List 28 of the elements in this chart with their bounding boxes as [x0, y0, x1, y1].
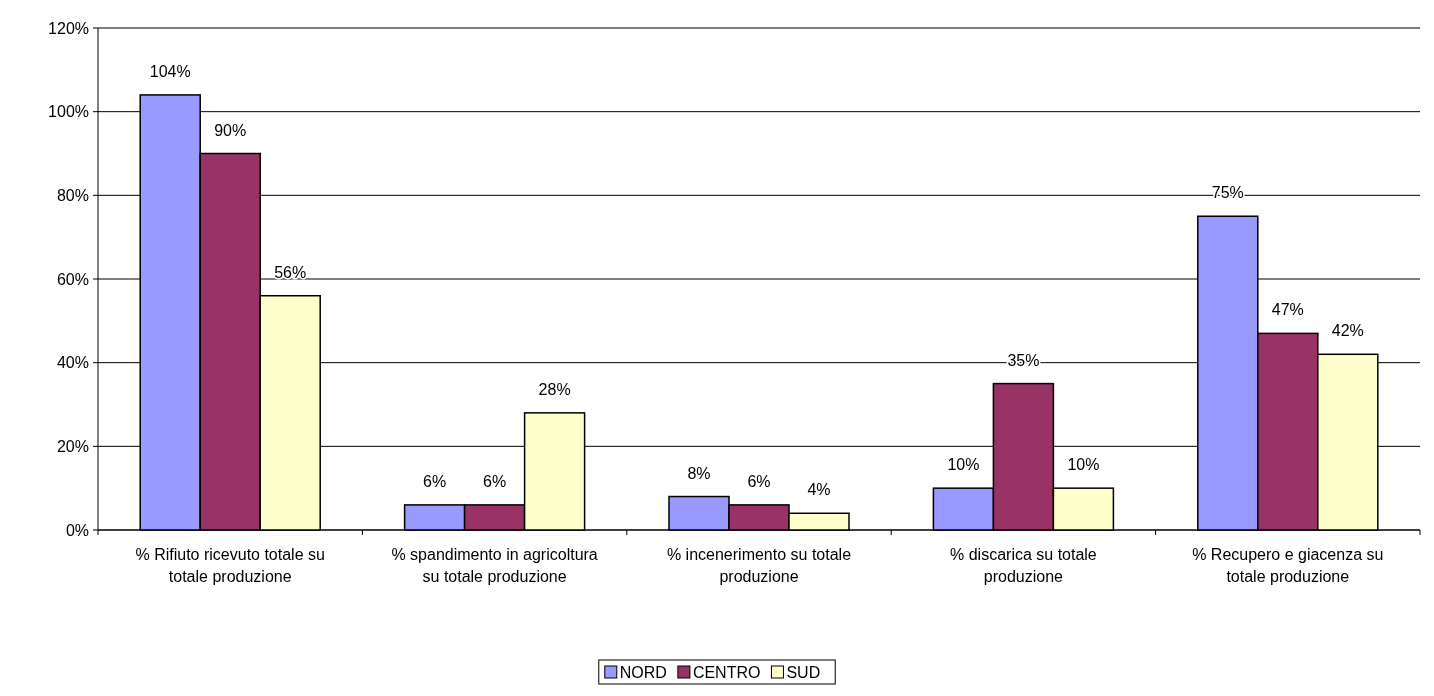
data-label: 90% — [214, 121, 247, 139]
y-tick-label: 0% — [65, 521, 89, 539]
data-label: 104% — [149, 62, 191, 80]
x-tick-label: % discarica su totale produzione — [950, 546, 1097, 585]
data-label: 8% — [687, 464, 711, 482]
legend-label: SUD — [786, 663, 821, 681]
data-label: 10% — [1067, 456, 1100, 474]
y-tick-label: 60% — [56, 270, 89, 288]
data-label: 6% — [423, 472, 447, 490]
y-tick-label: 100% — [48, 103, 89, 121]
data-label: 28% — [538, 380, 571, 398]
y-tick-label: 120% — [48, 19, 89, 37]
x-tick-label: % Recupero e giacenza su totale produzione — [1192, 546, 1384, 585]
legend-label: CENTRO — [692, 663, 761, 681]
x-tick-label: % incenerimento su totale produzione — [666, 546, 852, 585]
legend-label: NORD — [619, 663, 667, 681]
data-label: 6% — [483, 472, 507, 490]
data-label: 47% — [1271, 301, 1304, 319]
y-tick-label: 80% — [56, 186, 89, 204]
data-label: 10% — [947, 456, 980, 474]
y-tick-label: 20% — [56, 437, 89, 455]
x-tick-label: % spandimento in agricoltura su totale produzione — [391, 546, 598, 585]
data-label: 56% — [274, 263, 307, 281]
data-label: 4% — [807, 481, 831, 499]
data-label: 42% — [1331, 322, 1364, 340]
data-label: 6% — [747, 472, 771, 490]
x-tick-label: % Rifiuto ricevuto totale su totale produzione — [135, 546, 325, 585]
y-tick-label: 40% — [56, 354, 89, 372]
